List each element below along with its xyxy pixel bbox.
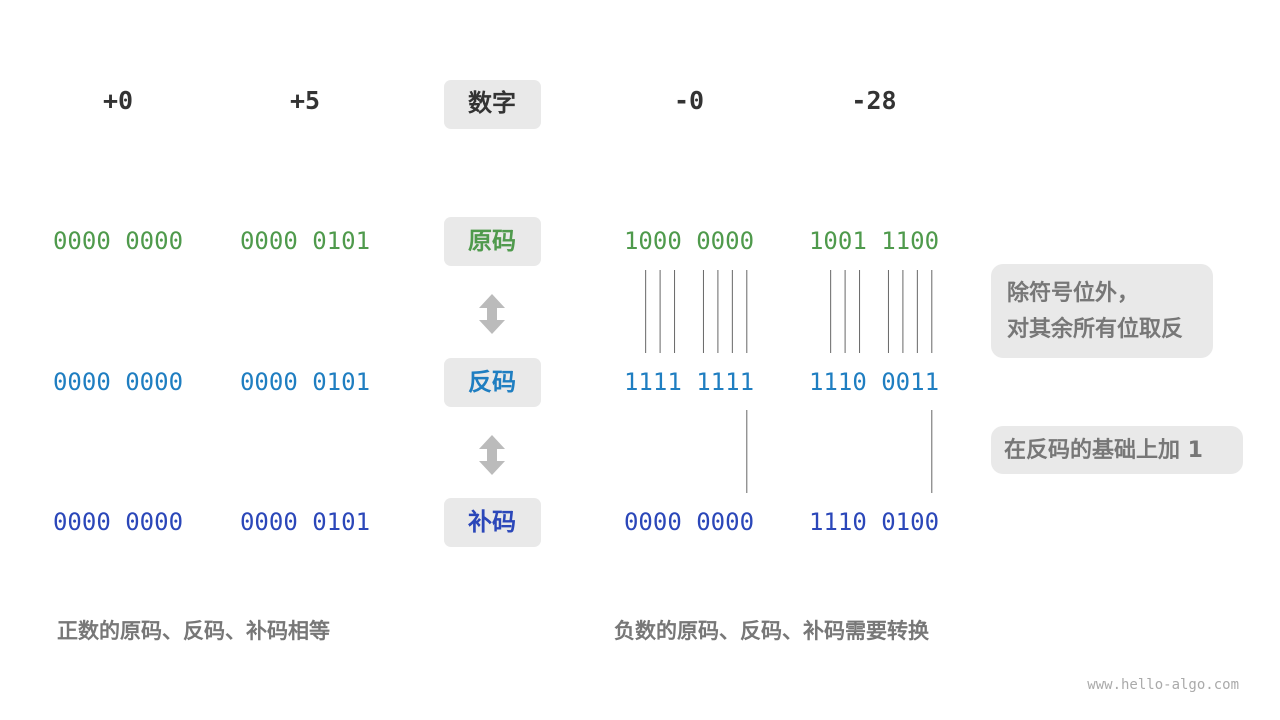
binary-code: 1110 0100 — [809, 508, 939, 536]
binary-code: 0000 0000 — [53, 227, 183, 255]
binary-code: 0000 0000 — [624, 508, 754, 536]
row-label: 补码 — [468, 508, 516, 536]
caption: 正数的原码、反码、补码相等 — [57, 619, 330, 643]
note-text: 对其余所有位取反 — [1007, 316, 1183, 342]
binary-code: 0000 0101 — [240, 368, 370, 396]
binary-code: 0000 0000 — [53, 368, 183, 396]
binary-code: 1110 0011 — [809, 368, 939, 396]
number-header: -0 — [674, 86, 704, 115]
label-box — [444, 358, 541, 407]
note-text: 在反码的基础上加 1 — [1004, 437, 1203, 463]
binary-code: 0000 0101 — [240, 227, 370, 255]
number-header: +5 — [290, 86, 320, 115]
note-box — [991, 426, 1243, 474]
binary-code: 1001 1100 — [809, 227, 939, 255]
double-arrow — [479, 294, 505, 334]
binary-code: 0000 0101 — [240, 508, 370, 536]
caption: 负数的原码、反码、补码需要转换 — [614, 619, 930, 643]
double-arrow — [479, 435, 505, 475]
label-box — [444, 80, 541, 129]
binary-code: 1111 1111 — [624, 368, 754, 396]
note-text: 除符号位外， — [1007, 280, 1139, 306]
binary-code: 1000 0000 — [624, 227, 754, 255]
number-header: +0 — [103, 86, 133, 115]
label-box — [444, 217, 541, 266]
row-label: 反码 — [468, 368, 516, 396]
note-box — [991, 264, 1213, 358]
label-box — [444, 498, 541, 547]
watermark: www.hello-algo.com — [1087, 677, 1239, 693]
row-label: 数字 — [468, 89, 516, 117]
binary-code: 0000 0000 — [53, 508, 183, 536]
number-header: -28 — [851, 86, 896, 115]
row-label: 原码 — [468, 227, 516, 255]
